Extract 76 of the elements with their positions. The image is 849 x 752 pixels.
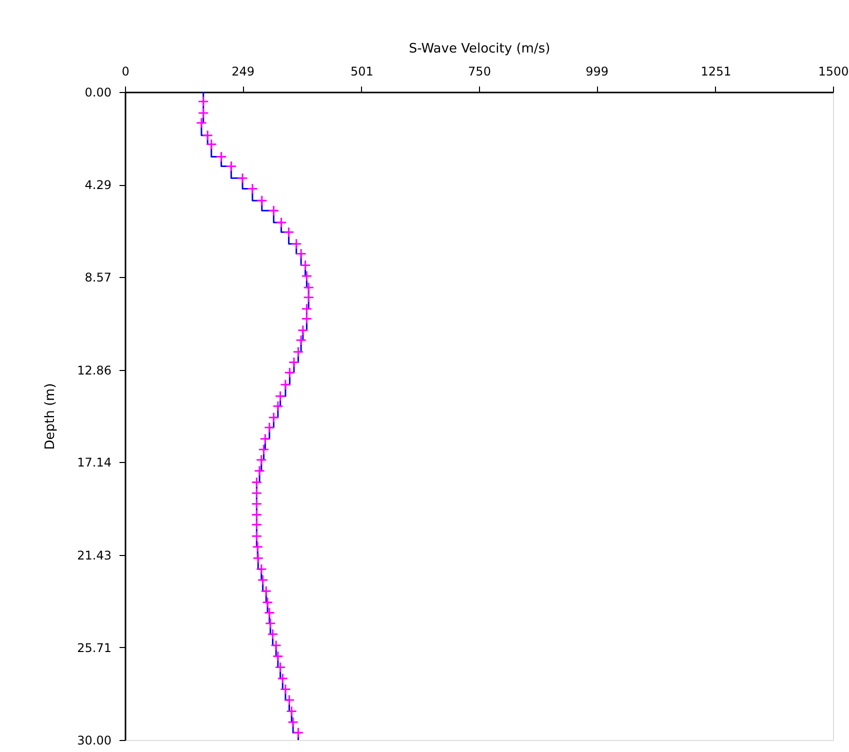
point — [237, 172, 248, 184]
point — [256, 195, 268, 206]
point — [303, 282, 314, 293]
point — [202, 130, 214, 141]
point — [251, 519, 262, 530]
point — [276, 216, 287, 228]
y-tick-label: 0.00 — [84, 86, 112, 100]
y-tick-label: 25.71 — [77, 640, 112, 655]
point — [264, 618, 276, 629]
point — [288, 356, 300, 368]
point — [256, 454, 267, 466]
y-tick-label: 30.00 — [77, 734, 112, 748]
point — [254, 465, 266, 476]
point — [268, 412, 280, 424]
point — [272, 400, 284, 412]
point — [251, 509, 262, 520]
x-tick-label: 1251 — [700, 64, 732, 78]
point — [296, 334, 307, 346]
point — [264, 422, 275, 433]
y-tick-label: 21.43 — [77, 548, 112, 562]
point — [258, 444, 270, 455]
point — [226, 160, 237, 172]
point — [198, 96, 209, 107]
point — [283, 226, 294, 238]
point — [256, 564, 267, 575]
point — [277, 672, 288, 684]
x-tick-label: 249 — [232, 64, 254, 78]
point — [286, 706, 298, 717]
point — [270, 640, 282, 651]
point — [300, 260, 311, 271]
x-axis-title: S-Wave Velocity (m/s) — [408, 42, 550, 56]
point — [198, 107, 209, 118]
point — [252, 552, 264, 564]
point — [284, 694, 295, 706]
point — [268, 205, 280, 216]
point — [260, 586, 272, 597]
x-tick-label: 0 — [122, 64, 130, 78]
point — [264, 607, 275, 618]
point — [296, 248, 307, 260]
point — [272, 650, 284, 662]
point — [216, 151, 227, 162]
point — [206, 138, 217, 150]
y-tick-label: 17.14 — [77, 456, 112, 470]
x-tick-label: 750 — [468, 64, 491, 78]
point — [260, 433, 271, 444]
point — [246, 183, 258, 194]
point — [251, 498, 262, 510]
x-tick-label: 999 — [586, 64, 608, 78]
y-tick-label: 8.57 — [84, 270, 112, 285]
point — [290, 238, 302, 250]
y-tick-label: 12.86 — [77, 363, 112, 378]
point — [274, 662, 286, 673]
x-tick-label: 1500 — [818, 64, 849, 78]
point — [257, 574, 268, 586]
point — [251, 488, 262, 499]
point — [303, 292, 314, 303]
point — [280, 379, 291, 390]
point — [267, 628, 278, 640]
y-tick-label: 4.29 — [84, 178, 112, 192]
point — [262, 596, 274, 608]
point — [301, 270, 312, 282]
x-tick-label: 501 — [350, 64, 374, 78]
point — [301, 313, 312, 324]
point — [196, 117, 207, 128]
point — [274, 390, 286, 402]
y-axis-title: Depth (m) — [43, 383, 58, 450]
point — [251, 530, 262, 542]
point — [292, 727, 304, 738]
point — [301, 303, 312, 314]
point — [251, 476, 262, 488]
point — [297, 324, 308, 336]
point — [280, 684, 291, 695]
point — [288, 716, 299, 728]
point — [292, 346, 304, 358]
point — [252, 541, 264, 552]
point — [284, 367, 296, 378]
